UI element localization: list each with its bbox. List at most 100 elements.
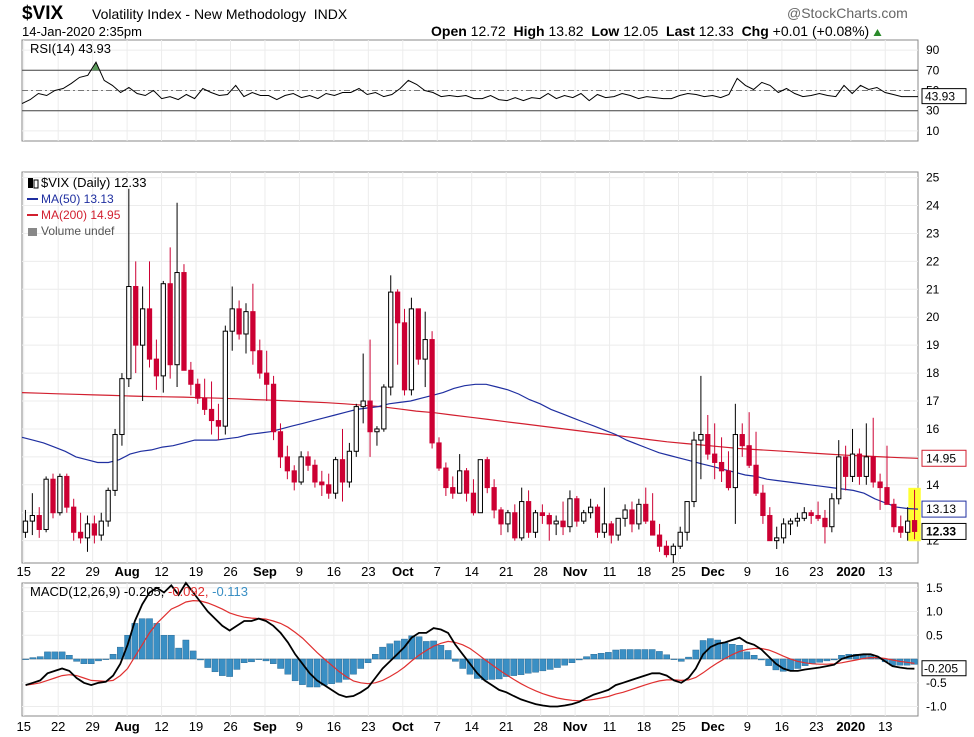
macd-histogram-bar [510,658,518,676]
macd-histogram-bar [561,658,568,666]
candle-body [305,456,311,466]
candle-body [91,523,98,536]
macd-histogram-bar [583,656,590,660]
candle-body [512,512,518,539]
ticker-symbol[interactable]: $VIX [22,3,64,24]
rsi-y-tick: 10 [926,124,940,138]
macd-histogram-bar [539,658,547,672]
macd-histogram-bar [743,651,751,660]
macd-histogram-bar [342,658,350,680]
macd-histogram-bar [44,651,51,660]
last-value: 12.33 [698,23,734,39]
x-tick-label-bottom: 13 [878,719,892,734]
candle-body [594,506,601,533]
candle-body [50,478,56,514]
candle-body [698,434,704,441]
candle-body [760,492,766,517]
ohlc-readout: Open 12.72 High 13.82 Low 12.05 Last 12.… [431,23,882,39]
price-value-tag [921,449,967,467]
candle-body [463,470,470,494]
brand-logo[interactable]: @StockCharts.com [787,5,908,21]
candle-body [581,512,587,522]
macd-histogram-bar [146,618,153,660]
price-value-tag-text: 13.13 [926,502,956,516]
candle-body [815,515,821,519]
macd-histogram-bar [597,653,605,660]
candle-body [650,520,656,536]
macd-histogram-bar [546,658,554,670]
candle-body [670,545,676,556]
macd-histogram-bar [568,658,576,663]
ma50-line [21,383,919,510]
candle-body [367,400,373,433]
candle-body [443,467,449,489]
x-tick-label: Nov [563,564,588,579]
macd-histogram-bar [386,643,394,660]
macd-histogram-bar [270,658,277,664]
price-y-tick: 20 [926,310,940,324]
macd-histogram-bar [670,658,678,660]
macd-histogram-bar [648,649,656,660]
macd-histogram-bar [554,658,561,668]
candle-body [284,456,290,472]
candle-body [663,545,670,556]
macd-histogram-bar [765,658,772,666]
x-tick-label: 16 [327,564,341,579]
x-tick-label-bottom: 29 [85,719,99,734]
legend-entry: $VIX (Daily) 12.33 [41,175,147,190]
macd-histogram-bar [153,623,161,660]
candle-body [222,330,228,427]
macd-histogram-bar [619,649,627,660]
price-y-tick: 22 [926,254,940,268]
x-tick-label: 12 [154,564,168,579]
candle-body [236,308,242,335]
rsi-y-tick: 30 [926,104,940,118]
high-value: 13.82 [548,23,584,39]
x-tick-label-bottom: 9 [744,719,751,734]
x-tick-label: 13 [878,564,892,579]
open-value: 12.72 [470,23,506,39]
x-tick-label-bottom: 9 [296,719,303,734]
high-label: High [513,23,545,39]
macd-histogram-bar [357,658,365,669]
candle-body [71,506,77,533]
candle-body [133,286,139,346]
macd-y-tick: -0.5 [926,676,947,690]
macd-histogram-bar [481,658,488,681]
exchange-label: INDX [313,6,348,22]
macd-y-tick: 1.0 [926,605,943,619]
macd-histogram-bar [830,658,838,661]
candle-body [601,523,608,533]
candle-body [491,487,497,511]
candle-body [22,520,29,533]
rsi-y-tick: 70 [926,63,940,77]
macd-histogram-bar [299,658,306,685]
x-tick-label: 14 [464,564,478,579]
rsi-last-value: 43.93 [925,90,955,104]
candle-body [560,520,566,528]
macd-histogram-bar [175,647,182,660]
candle-body [519,501,525,539]
macd-title: MACD(12,26,9) -0.205, -0.092, -0.113 [30,584,248,599]
candle-body [905,520,911,533]
candle-body [787,520,794,525]
macd-histogram-bar [823,658,831,662]
x-tick-label-bottom: Aug [114,719,139,734]
macd-histogram-bar [277,658,284,669]
macd-title-part: -0.113 [212,584,248,599]
open-label: Open [431,23,467,39]
candle-body [457,470,463,494]
candle-body [429,339,435,444]
candle-body [870,456,876,483]
candle-body [326,484,332,494]
low-label: Low [591,23,620,39]
legend-entry: Volume undef [41,224,115,238]
price-y-tick: 14 [926,478,940,492]
macd-histogram-bar [750,655,758,660]
price-y-tick: 17 [926,394,940,408]
macd-histogram-bar [182,639,190,660]
candle-body [622,509,628,519]
macd-y-tick: -1.0 [926,700,947,714]
macd-title-part: -0.092, [168,584,212,599]
